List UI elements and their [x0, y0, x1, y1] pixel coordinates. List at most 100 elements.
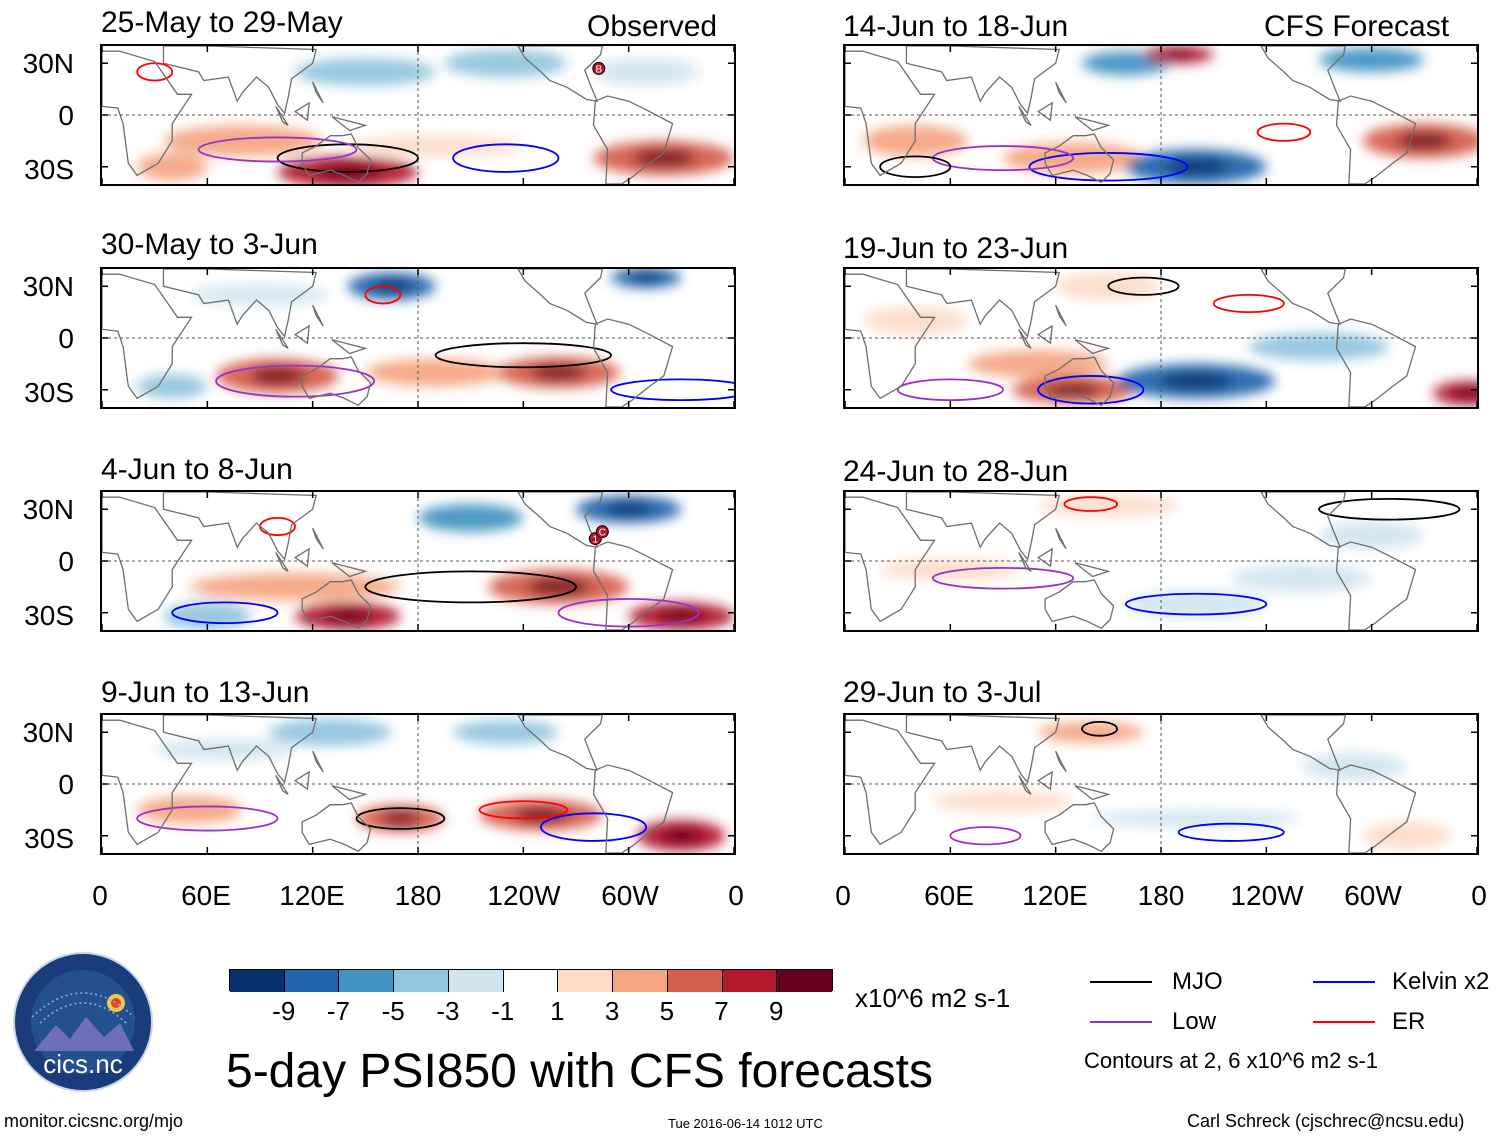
colorbar-tick-label: 7 [714, 996, 729, 1026]
coastline [312, 527, 324, 550]
legend-note: Contours at 2, 6 x10^6 m2 s-1 [1084, 1048, 1379, 1073]
y-tick-label: 0 [58, 323, 74, 354]
x-tick-label: 0 [92, 880, 108, 911]
colorbar [229, 969, 833, 992]
x-tick-label: 0 [728, 880, 744, 911]
coastline [293, 547, 310, 568]
contour-line [1256, 122, 1312, 142]
coastline [275, 775, 289, 795]
colorbar-tick-label: 9 [769, 996, 784, 1026]
anomaly-core [249, 367, 306, 385]
y-tick-label: 30N [22, 494, 74, 525]
legend-label-kelvin: Kelvin x2 [1392, 968, 1490, 995]
coastline [592, 318, 674, 407]
colorbar-swatch [448, 970, 504, 992]
x-tick-label: 180 [1137, 880, 1185, 911]
anomaly-blob [932, 790, 1074, 812]
x-tick-label: 60E [181, 880, 231, 911]
coastline [1055, 81, 1067, 104]
contour-line [1124, 592, 1268, 616]
chart-title: 5-day PSI850 with CFS forecasts [226, 1045, 933, 1098]
y-tick-label: 30S [24, 154, 74, 185]
contour-line [434, 342, 613, 369]
footer-timestamp: Tue 2016-06-14 1012 UTC [668, 1116, 823, 1131]
coastline [905, 715, 1061, 784]
colorbar-tick-label: -9 [272, 996, 296, 1026]
coastline [1335, 541, 1417, 630]
anomaly-blob [154, 739, 296, 760]
anomaly-core [632, 149, 696, 167]
map-panel-obs-4 [100, 713, 736, 855]
legend-line-kelvin [1313, 981, 1375, 983]
coastline [1036, 101, 1053, 122]
legend-label-er: ER [1392, 1008, 1426, 1035]
anomaly-blob [880, 559, 1021, 580]
panel-title-obs-4: 9-Jun to 13-Jun [101, 676, 310, 709]
y-tick-label: 0 [58, 100, 74, 131]
anomaly-blob [137, 152, 208, 181]
map-panel-fc-2 [843, 267, 1479, 409]
x-tick-label: 60W [1344, 880, 1402, 911]
x-tick-label: 120E [279, 880, 345, 911]
coastline [1335, 95, 1417, 184]
coastline [293, 770, 310, 791]
coastline [102, 273, 193, 400]
contour-line [136, 62, 174, 82]
legend-line-mjo [1090, 981, 1152, 983]
panel-title-obs-1: 25-May to 29-May [101, 6, 343, 39]
colorbar-swatch [394, 970, 449, 992]
coastline [517, 46, 603, 103]
contour-line [610, 378, 734, 401]
anomaly-blob [1090, 809, 1302, 828]
y-tick-label: 0 [58, 546, 74, 577]
coastline [905, 269, 1061, 338]
x-tick-label: 60E [924, 880, 974, 911]
coastline [1335, 318, 1417, 407]
coastline [1074, 116, 1111, 132]
x-tick-label: 120E [1022, 880, 1088, 911]
storm-marker-label: C [599, 528, 606, 539]
footer-url[interactable]: monitor.cicsnc.org/mjo [4, 1111, 184, 1131]
anomaly-core [661, 827, 702, 844]
panel-title-fc-1: 14-Jun to 18-Jun [843, 10, 1069, 43]
contour-line [1177, 822, 1285, 842]
colorbar-swatch [339, 970, 395, 992]
coastline [275, 106, 289, 126]
coastline [331, 562, 368, 578]
y-tick-label: 30S [24, 823, 74, 854]
coastline [102, 496, 193, 623]
coastline [592, 95, 674, 184]
coastline [1260, 46, 1346, 103]
coastline [1074, 785, 1111, 801]
coastline [1044, 356, 1115, 407]
colorbar-tick-label: -3 [436, 996, 460, 1026]
contour-line [1107, 276, 1180, 296]
coastline [1018, 106, 1032, 126]
anomaly-blob [418, 504, 524, 532]
colorbar-swatch [667, 970, 723, 992]
colorbar-tick-label: 5 [659, 996, 675, 1026]
colorbar-tick-label: -1 [491, 996, 515, 1026]
anomaly-blob [347, 135, 524, 157]
colorbar-tick-label: -7 [326, 996, 351, 1026]
coastline [312, 750, 324, 773]
legend-line-low [1090, 1021, 1152, 1023]
y-tick-label: 30N [22, 271, 74, 302]
anomaly-core [371, 279, 412, 294]
anomaly-blob [1362, 821, 1451, 850]
map-canvas: B [102, 46, 734, 184]
x-tick-label: 60W [601, 880, 659, 911]
legend-line-er [1313, 1021, 1375, 1023]
logo-text: cics.nc [43, 1049, 123, 1079]
map-panel-obs-2 [100, 267, 736, 409]
colorbar-swatch [503, 970, 559, 992]
map-panel-fc-4 [843, 713, 1479, 855]
coastline [331, 339, 368, 355]
coastline [1018, 775, 1032, 795]
coastline [1036, 770, 1053, 791]
coastline [845, 496, 936, 623]
anomaly-core [1045, 382, 1101, 397]
coastline [845, 719, 936, 846]
legend-label-mjo: MJO [1172, 968, 1223, 995]
footer-author: Carl Schreck (cjschrec@ncsu.edu) [1187, 1111, 1465, 1131]
